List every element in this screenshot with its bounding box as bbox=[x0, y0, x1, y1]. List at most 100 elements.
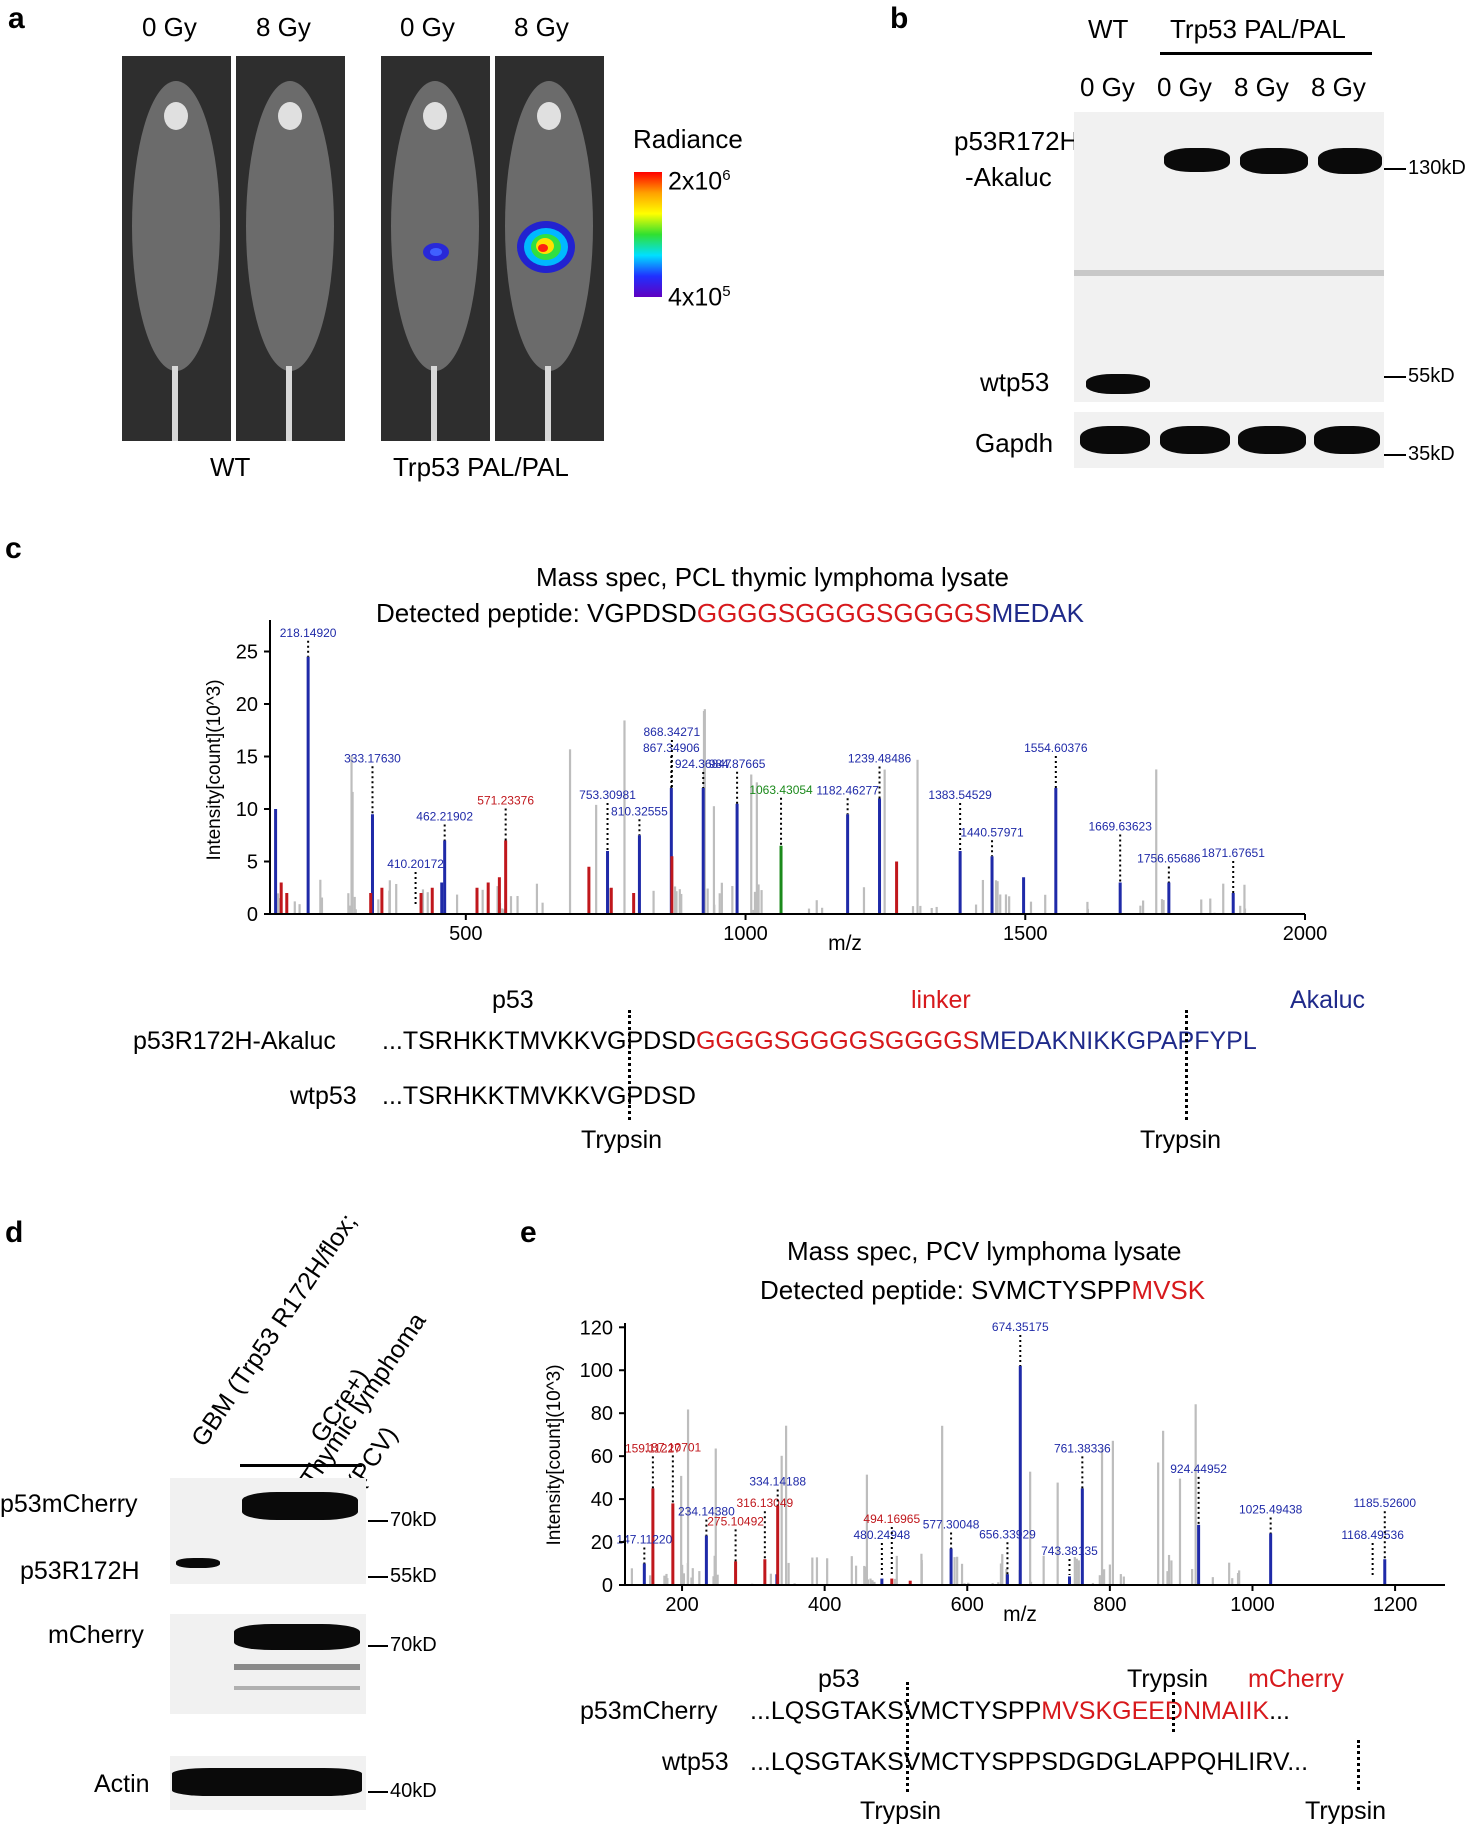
peak-annotation: 333.17630 bbox=[344, 751, 401, 765]
peak-annotation: 147.11220 bbox=[616, 1533, 672, 1547]
blot-row-label-wtp53: wtp53 bbox=[980, 367, 1050, 397]
trypsin-label-c-1: Trypsin bbox=[581, 1126, 663, 1154]
spectrum-peak bbox=[1167, 882, 1171, 914]
peak-annotation: 1168.49536 bbox=[1341, 1528, 1404, 1542]
peak-annotation: 1669.63623 bbox=[1088, 820, 1152, 834]
peak-annotation: 1063.43054 bbox=[749, 783, 813, 797]
spectrum-peak-grey bbox=[895, 1555, 898, 1585]
spectrum-peak-grey bbox=[1119, 1574, 1122, 1585]
panel-a-label: a bbox=[8, 2, 25, 35]
spectrum-peak-grey bbox=[807, 908, 811, 914]
peak-annotation: 1756.65686 bbox=[1137, 852, 1201, 866]
trypsin-site-c-2 bbox=[1185, 1010, 1188, 1120]
spectrum-peak-grey bbox=[1122, 1576, 1125, 1585]
trypsin-site-c-1 bbox=[628, 1010, 631, 1120]
spectrum-peak-grey bbox=[1170, 1560, 1173, 1585]
spectrum-peak-grey bbox=[1086, 901, 1089, 914]
spectrum-peak bbox=[370, 814, 374, 914]
spectrum-peak bbox=[1018, 1365, 1022, 1585]
spectrum-peak-grey bbox=[278, 898, 281, 914]
spectrum-peak bbox=[1022, 877, 1026, 914]
panel-b-label: b bbox=[890, 2, 909, 35]
peak-annotation: 494.16965 bbox=[863, 1512, 920, 1526]
peak-annotation: 753.30981 bbox=[579, 788, 636, 802]
mw-label-130: 130kD bbox=[1408, 157, 1466, 179]
peak-annotation: 761.38336 bbox=[1054, 1441, 1111, 1455]
spectrum-peak-grey bbox=[673, 886, 677, 914]
spectrum-peak-grey bbox=[691, 1568, 694, 1585]
spectrum-peak bbox=[880, 1578, 884, 1585]
spectrum-peak-grey bbox=[1142, 900, 1145, 914]
spectrum-peak bbox=[776, 1505, 780, 1585]
spectrum-peak-grey bbox=[298, 904, 301, 914]
spectrum-c-xlabel: m/z bbox=[828, 932, 862, 955]
spectrum-peak-grey bbox=[999, 1563, 1003, 1585]
y-tick-label: 80 bbox=[591, 1403, 613, 1425]
mw-tick-d-40 bbox=[368, 1791, 388, 1793]
spectrum-peak bbox=[1383, 1559, 1387, 1585]
radiance-max: 2x106 bbox=[668, 167, 731, 196]
dose-label-1: 0 Gy bbox=[142, 12, 197, 42]
trypsin-label-e-2: Trypsin bbox=[1305, 1797, 1387, 1825]
spectrum-peak-grey bbox=[999, 894, 1002, 914]
spectrum-peak bbox=[669, 788, 673, 914]
spectrum-peak-grey bbox=[714, 1448, 717, 1585]
spectrum-peak-grey bbox=[501, 908, 504, 914]
spectrum-peak-grey bbox=[1243, 908, 1247, 914]
spectrum-e-xlabel: m/z bbox=[1003, 1603, 1037, 1626]
group-label-wt: WT bbox=[210, 452, 251, 482]
spectrum-peak bbox=[895, 861, 899, 914]
spectrum-peak-grey bbox=[920, 1553, 923, 1585]
mw-tick-55 bbox=[1384, 376, 1406, 378]
spectrum-peak-grey bbox=[935, 906, 938, 914]
spectrum-peak-grey bbox=[873, 1581, 876, 1585]
spectrum-peak-grey bbox=[1091, 1582, 1095, 1585]
spectrum-peak-grey bbox=[994, 880, 998, 914]
spectrum-peak bbox=[443, 840, 447, 914]
peak-annotation: 462.21902 bbox=[416, 810, 473, 824]
spectrum-peak bbox=[651, 1488, 655, 1585]
peak-annotation: 1554.60376 bbox=[1024, 741, 1088, 755]
spectrum-peak-grey bbox=[996, 881, 999, 914]
spectrum-c: 218.14920 410.20172 333.17630 462.21902 571.… bbox=[204, 620, 1327, 955]
peak-annotation: 1383.54529 bbox=[928, 788, 992, 802]
spectrum-peak-grey bbox=[1209, 898, 1212, 914]
spectrum-peak-grey bbox=[864, 1566, 867, 1585]
spectrum-peak bbox=[1118, 882, 1122, 914]
spectrum-peak-grey bbox=[1139, 905, 1142, 914]
spectrum-peak-grey bbox=[680, 893, 683, 914]
seq-c-header-akaluc: Akaluc bbox=[1290, 986, 1366, 1014]
lane-label-1: 0 Gy bbox=[1080, 72, 1135, 102]
peak-annotation: 1871.67651 bbox=[1202, 846, 1266, 860]
mw-label-35: 35kD bbox=[1408, 443, 1455, 465]
spectrum-peak-grey bbox=[716, 1574, 719, 1585]
spectrum-peak-grey bbox=[866, 1579, 870, 1585]
spectrum-peak-grey bbox=[1100, 1449, 1104, 1585]
peak-annotation: 924.44952 bbox=[1170, 1462, 1227, 1476]
x-tick-label: 600 bbox=[951, 1594, 984, 1616]
spectrum-peak bbox=[846, 814, 850, 914]
spectrum-peak-grey bbox=[319, 879, 322, 914]
spectrum-peak-grey bbox=[1222, 883, 1225, 914]
spectrum-peak bbox=[1054, 788, 1058, 914]
spectrum-peak bbox=[1067, 1576, 1071, 1585]
y-tick-label: 120 bbox=[580, 1317, 613, 1339]
mw-tick-35 bbox=[1384, 454, 1406, 456]
spectrum-peak bbox=[763, 1559, 767, 1585]
spectrum-peak bbox=[440, 882, 444, 914]
spectrum-peak-grey bbox=[680, 1565, 683, 1585]
x-tick-label: 400 bbox=[808, 1594, 841, 1616]
spectrum-peak-grey bbox=[347, 893, 350, 914]
spectrum-peak-grey bbox=[1162, 1430, 1165, 1585]
spectrum-peak-grey bbox=[712, 1576, 715, 1585]
y-tick-label: 20 bbox=[236, 694, 258, 716]
peak-annotation: 1185.52600 bbox=[1354, 1496, 1417, 1510]
panel-d-label: d bbox=[5, 1216, 24, 1249]
spectrum-peak bbox=[890, 1578, 894, 1585]
lane-label-4: 8 Gy bbox=[1311, 72, 1366, 102]
spectrum-peak-grey bbox=[623, 720, 626, 914]
spectrum-peak-grey bbox=[960, 1563, 964, 1585]
spectrum-peak-grey bbox=[1042, 1555, 1045, 1585]
blot-d-row-mcherry: mCherry bbox=[48, 1621, 144, 1649]
